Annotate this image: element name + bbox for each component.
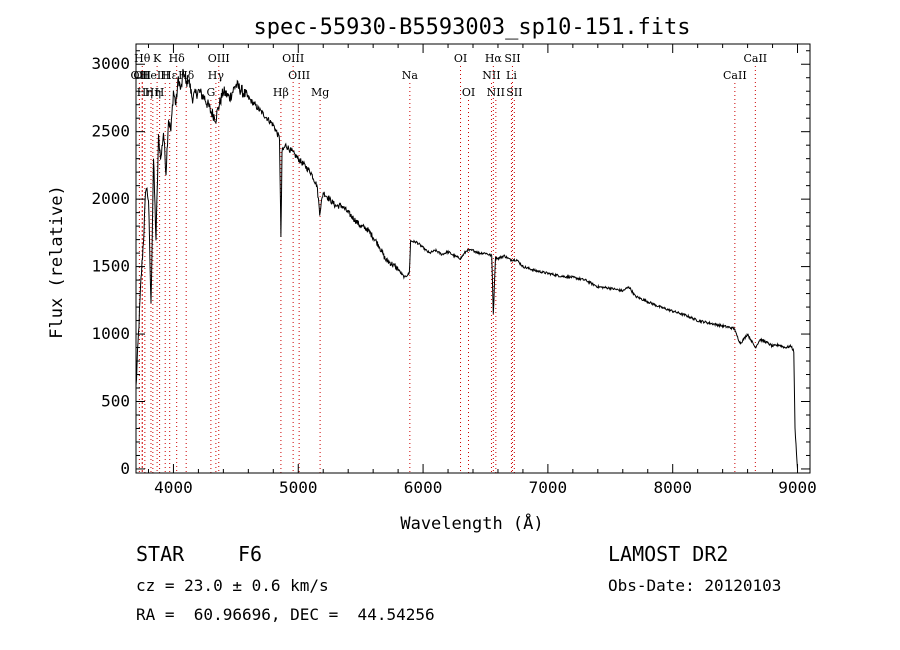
observation-date: Obs-Date: 20120103: [608, 576, 782, 595]
line-marker-label-20: OI: [454, 52, 467, 65]
line-marker-label-10: Hδ: [169, 52, 186, 65]
line-marker-label-29: CaII: [743, 52, 767, 65]
line-marker-label-15: Hβ: [273, 86, 289, 99]
y-tick-label-3000: 3000: [91, 54, 130, 73]
line-marker-label-8: H: [160, 69, 170, 82]
line-marker-label-26: SII: [504, 52, 520, 65]
line-marker-label-0: OII: [131, 69, 149, 82]
series-spectrum-line: [135, 68, 798, 470]
line-marker-label-16: OIII: [282, 52, 304, 65]
x-tick-label-5000: 5000: [279, 478, 318, 497]
line-marker-label-18: Mg: [311, 86, 329, 99]
line-marker-label-19: Na: [402, 69, 419, 82]
line-marker-label-2: OII: [133, 69, 151, 82]
line-marker-label-6: K: [153, 52, 162, 65]
plot-frame: [135, 43, 811, 474]
y-tick-label-0: 0: [120, 459, 130, 478]
line-marker-label-5: Hη: [145, 86, 161, 99]
line-marker-label-25: Li: [506, 69, 517, 82]
line-marker-label-11: Hδ: [178, 69, 195, 82]
y-tick-label-1000: 1000: [91, 324, 130, 343]
x-tick-label-6000: 6000: [404, 478, 443, 497]
x-tick-label-4000: 4000: [154, 478, 193, 497]
y-axis-label: Flux (relative): [47, 185, 67, 339]
line-marker-label-24: NII: [487, 86, 505, 99]
line-marker-label-1: Hθ: [134, 52, 151, 65]
x-tick-label-9000: 9000: [778, 478, 817, 497]
sky-coordinates: RA = 60.96696, DEC = 44.54256: [136, 605, 435, 624]
redshift-velocity: cz = 23.0 ± 0.6 km/s: [136, 576, 329, 595]
line-marker-label-4: HeI: [141, 69, 161, 82]
object-class: STAR: [136, 542, 185, 566]
spectral-subclass: F6: [238, 542, 263, 566]
spectral-line-markers: OIIHθOIIHηHeIHηKHHHεHδHδGHγOIIIHβOIIIOII…: [131, 52, 767, 473]
axes: 4000 5000 6000 7000 8000 9000 0 500 1000 1500 2000…: [91, 43, 817, 497]
line-marker-label-14: OIII: [208, 52, 230, 65]
line-marker-label-17: OIII: [288, 69, 310, 82]
line-marker-label-7: H: [155, 86, 165, 99]
y-tick-label-500: 500: [101, 392, 130, 411]
line-marker-label-22: NII: [482, 69, 500, 82]
x-axis-label: Wavelength (Å): [400, 512, 543, 534]
x-tick-label-8000: 8000: [653, 478, 692, 497]
line-marker-label-13: Hγ: [208, 69, 225, 82]
line-marker-label-27: SII: [506, 86, 522, 99]
line-marker-label-9: Hε: [162, 69, 178, 82]
line-marker-label-23: Hα: [485, 52, 503, 65]
y-tick-label-2000: 2000: [91, 189, 130, 208]
chart-title: spec-55930-B5593003_sp10-151.fits: [253, 15, 690, 40]
line-marker-label-3: Hη: [137, 86, 153, 99]
survey-name: LAMOST DR2: [608, 542, 729, 566]
line-marker-label-12: G: [206, 86, 215, 99]
line-marker-label-28: CaII: [723, 69, 747, 82]
y-tick-label-2500: 2500: [91, 122, 130, 141]
x-tick-label-7000: 7000: [529, 478, 568, 497]
y-tick-label-1500: 1500: [91, 257, 130, 276]
line-marker-label-21: OI: [462, 86, 475, 99]
